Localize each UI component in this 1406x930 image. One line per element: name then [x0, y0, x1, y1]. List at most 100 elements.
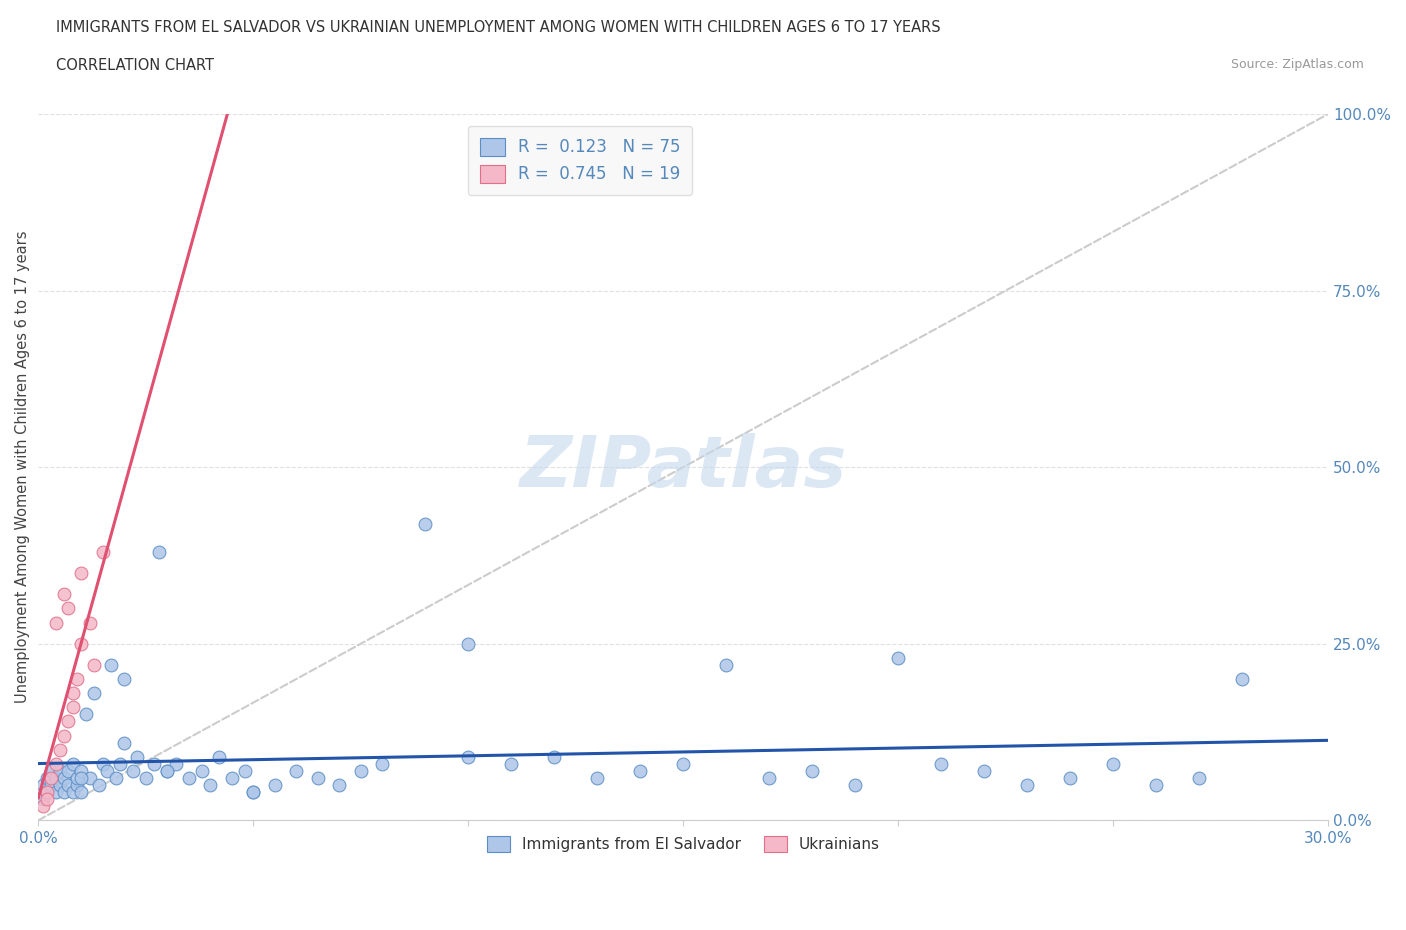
- Point: [1059, 770, 1081, 785]
- Point: [307, 770, 329, 785]
- Point: [156, 764, 179, 778]
- Point: [457, 750, 479, 764]
- Point: [83, 658, 105, 672]
- Point: [263, 777, 285, 792]
- Point: [122, 764, 145, 778]
- Point: [44, 615, 66, 630]
- Point: [200, 777, 222, 792]
- Legend: Immigrants from El Salvador, Ukrainians: Immigrants from El Salvador, Ukrainians: [481, 830, 886, 858]
- Point: [716, 658, 738, 672]
- Point: [53, 785, 76, 800]
- Point: [75, 707, 97, 722]
- Point: [96, 764, 118, 778]
- Point: [44, 756, 66, 771]
- Point: [350, 764, 373, 778]
- Point: [66, 777, 89, 792]
- Point: [628, 764, 651, 778]
- Text: CORRELATION CHART: CORRELATION CHART: [56, 58, 214, 73]
- Point: [586, 770, 609, 785]
- Point: [457, 636, 479, 651]
- Point: [887, 650, 910, 665]
- Point: [39, 770, 62, 785]
- Point: [1102, 756, 1125, 771]
- Point: [104, 770, 127, 785]
- Point: [148, 544, 170, 559]
- Point: [44, 770, 66, 785]
- Point: [35, 785, 58, 800]
- Point: [1017, 777, 1039, 792]
- Point: [66, 770, 89, 785]
- Point: [39, 777, 62, 792]
- Point: [91, 544, 114, 559]
- Point: [79, 615, 101, 630]
- Point: [285, 764, 308, 778]
- Point: [70, 565, 93, 580]
- Point: [44, 785, 66, 800]
- Point: [53, 587, 76, 602]
- Point: [758, 770, 780, 785]
- Point: [143, 756, 166, 771]
- Point: [108, 756, 131, 771]
- Point: [62, 700, 84, 715]
- Point: [91, 756, 114, 771]
- Point: [70, 770, 93, 785]
- Point: [801, 764, 824, 778]
- Point: [49, 742, 72, 757]
- Point: [58, 764, 80, 778]
- Point: [233, 764, 256, 778]
- Point: [58, 777, 80, 792]
- Text: IMMIGRANTS FROM EL SALVADOR VS UKRAINIAN UNEMPLOYMENT AMONG WOMEN WITH CHILDREN : IMMIGRANTS FROM EL SALVADOR VS UKRAINIAN…: [56, 20, 941, 35]
- Point: [177, 770, 200, 785]
- Point: [66, 671, 89, 686]
- Point: [62, 685, 84, 700]
- Point: [973, 764, 995, 778]
- Point: [672, 756, 695, 771]
- Point: [39, 764, 62, 778]
- Point: [53, 770, 76, 785]
- Point: [242, 785, 264, 800]
- Point: [165, 756, 187, 771]
- Point: [31, 777, 53, 792]
- Point: [844, 777, 866, 792]
- Point: [413, 516, 436, 531]
- Point: [31, 791, 53, 806]
- Point: [127, 750, 149, 764]
- Point: [35, 770, 58, 785]
- Point: [221, 770, 243, 785]
- Point: [1230, 671, 1253, 686]
- Point: [62, 756, 84, 771]
- Point: [100, 658, 122, 672]
- Point: [190, 764, 212, 778]
- Point: [371, 756, 394, 771]
- Point: [543, 750, 565, 764]
- Point: [35, 785, 58, 800]
- Point: [156, 764, 179, 778]
- Point: [49, 764, 72, 778]
- Point: [35, 791, 58, 806]
- Point: [62, 785, 84, 800]
- Point: [31, 799, 53, 814]
- Point: [70, 764, 93, 778]
- Text: ZIPatlas: ZIPatlas: [520, 432, 846, 501]
- Point: [49, 777, 72, 792]
- Point: [328, 777, 350, 792]
- Point: [208, 750, 231, 764]
- Point: [242, 785, 264, 800]
- Point: [79, 770, 101, 785]
- Text: Source: ZipAtlas.com: Source: ZipAtlas.com: [1230, 58, 1364, 71]
- Point: [135, 770, 157, 785]
- Point: [83, 685, 105, 700]
- Point: [1188, 770, 1211, 785]
- Point: [70, 785, 93, 800]
- Point: [58, 601, 80, 616]
- Point: [53, 728, 76, 743]
- Point: [112, 735, 135, 750]
- Point: [929, 756, 952, 771]
- Point: [112, 671, 135, 686]
- Point: [501, 756, 523, 771]
- Point: [87, 777, 110, 792]
- Point: [1144, 777, 1167, 792]
- Y-axis label: Unemployment Among Women with Children Ages 6 to 17 years: Unemployment Among Women with Children A…: [15, 231, 30, 703]
- Point: [58, 714, 80, 729]
- Point: [70, 636, 93, 651]
